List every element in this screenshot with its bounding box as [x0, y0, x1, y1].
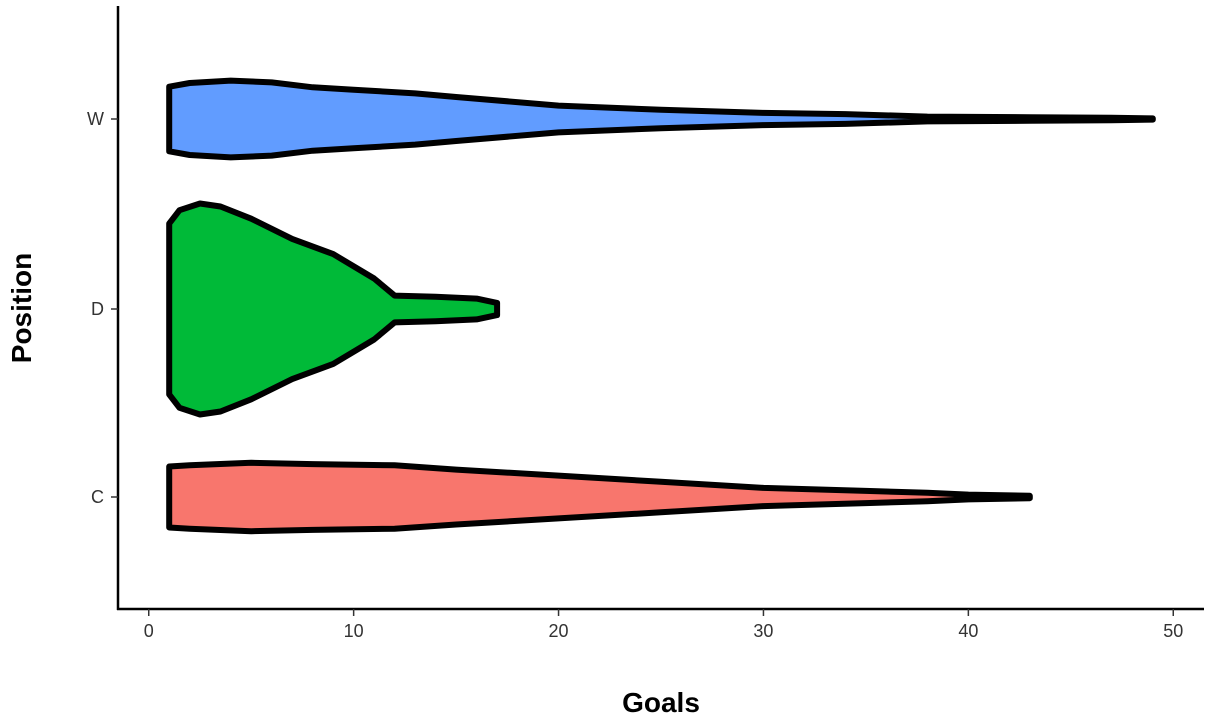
violins-layer — [166, 77, 1156, 535]
x-tick-label: 20 — [549, 621, 569, 641]
x-tick-label: 40 — [958, 621, 978, 641]
x-tick-label: 50 — [1163, 621, 1183, 641]
x-tick-label: 0 — [144, 621, 154, 641]
y-tick-label: C — [91, 487, 104, 507]
x-axis-ticks: 0 10 20 30 40 50 — [144, 609, 1183, 641]
violin-W — [166, 77, 1156, 161]
y-tick-label: D — [91, 299, 104, 319]
y-axis-ticks: C D W — [87, 109, 118, 507]
x-tick-label: 30 — [753, 621, 773, 641]
violin-D — [166, 200, 501, 418]
y-axis-title: Position — [6, 253, 37, 363]
violin-C — [166, 459, 1033, 535]
x-tick-label: 10 — [344, 621, 364, 641]
x-axis-title: Goals — [622, 687, 700, 718]
y-tick-label: W — [87, 109, 104, 129]
